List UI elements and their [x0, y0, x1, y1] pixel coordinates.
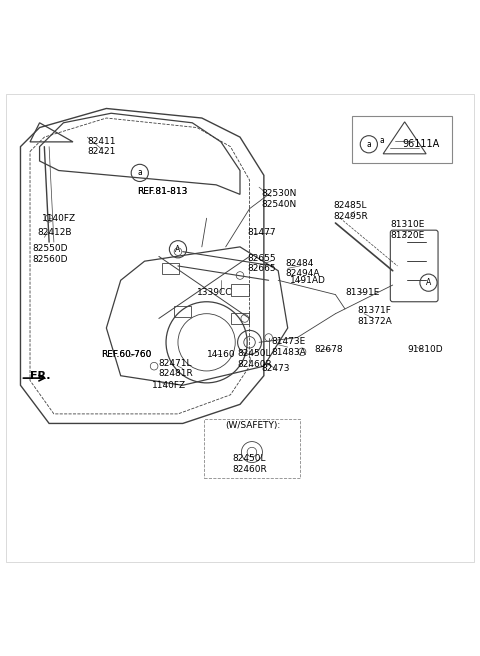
Text: REF.81-813: REF.81-813 — [137, 188, 188, 197]
Text: 1140FZ: 1140FZ — [152, 380, 186, 390]
Text: 82412B: 82412B — [37, 228, 72, 237]
Text: REF.60-760: REF.60-760 — [102, 350, 152, 359]
Text: A: A — [426, 278, 431, 287]
Text: 1491AD: 1491AD — [290, 276, 326, 285]
Text: 82485L
82495R: 82485L 82495R — [333, 201, 368, 221]
Text: 82411
82421: 82411 82421 — [87, 137, 116, 156]
Bar — [174, 306, 192, 317]
Text: REF.60-760: REF.60-760 — [102, 350, 152, 359]
Text: 14160: 14160 — [206, 350, 235, 359]
Text: (W/SAFETY):: (W/SAFETY): — [226, 421, 281, 430]
Text: 82655
82665: 82655 82665 — [247, 254, 276, 274]
Text: a: a — [137, 169, 142, 177]
Text: 81473E
81483A: 81473E 81483A — [271, 337, 306, 357]
Text: 1339CC: 1339CC — [197, 288, 232, 297]
Text: REF.81-813: REF.81-813 — [137, 188, 188, 197]
Text: 82450L
82460R: 82450L 82460R — [238, 349, 272, 369]
Text: 82484
82494A: 82484 82494A — [285, 258, 320, 278]
Text: a: a — [379, 136, 384, 145]
Text: 81391E: 81391E — [345, 288, 379, 297]
Text: 1140FZ: 1140FZ — [42, 214, 76, 223]
Text: 81371F
81372A: 81371F 81372A — [357, 306, 392, 326]
Bar — [231, 284, 249, 296]
Bar — [231, 313, 249, 324]
Text: 96111A: 96111A — [402, 139, 440, 150]
Text: 81477: 81477 — [247, 228, 276, 237]
Text: 82473: 82473 — [262, 364, 290, 373]
Text: FR.: FR. — [30, 371, 50, 380]
Text: 82678: 82678 — [314, 345, 343, 354]
Text: 91810D: 91810D — [407, 345, 443, 354]
Text: 82450L
82460R: 82450L 82460R — [233, 455, 267, 474]
Text: 82530N
82540N: 82530N 82540N — [262, 190, 297, 209]
Text: 82471L
82481R: 82471L 82481R — [159, 359, 193, 379]
Text: A: A — [175, 245, 180, 254]
Text: 81310E
81320E: 81310E 81320E — [390, 220, 425, 240]
Text: 82550D
82560D: 82550D 82560D — [33, 244, 68, 264]
Text: a: a — [366, 140, 371, 149]
Bar — [162, 262, 180, 274]
